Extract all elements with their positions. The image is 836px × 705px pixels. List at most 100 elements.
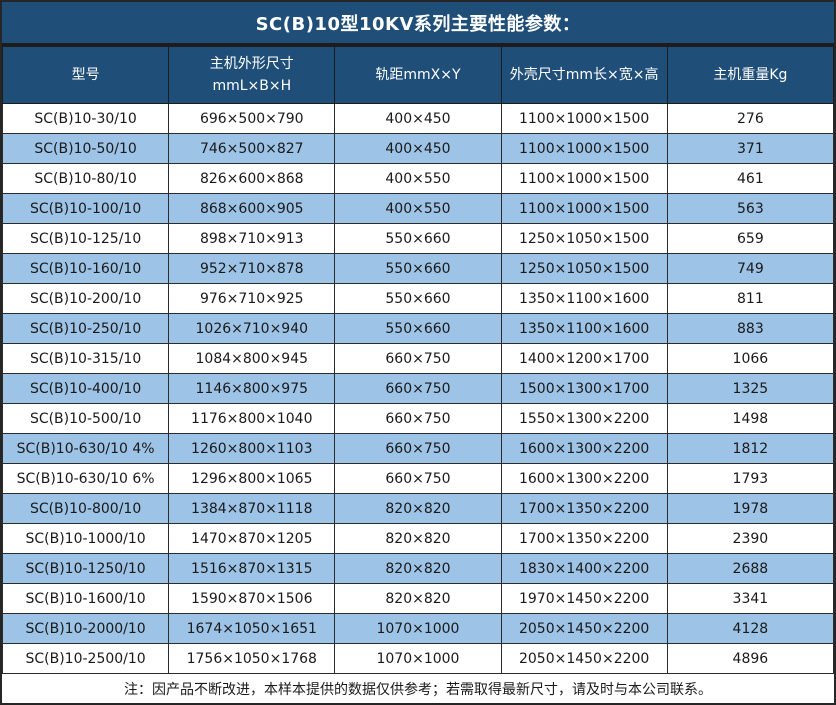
table-row: SC(B)10-400/10 1146×800×975 660×750 1500×13… [1, 373, 835, 404]
table-cell: 400×550 [334, 163, 502, 194]
table-cell: 749 [666, 253, 835, 284]
table-cell: 4128 [666, 613, 835, 644]
table-cell: 746×500×827 [168, 133, 336, 164]
table-cell: 400×550 [334, 193, 502, 224]
header-row: 型号 主机外形尺寸 mmL×B×H 轨距mmX×Y 外壳尺寸mm长×宽×高 主机重量Kg [1, 46, 835, 104]
table-cell: 1350×1100×1600 [500, 283, 668, 314]
table-cell: 1400×1200×1700 [500, 343, 668, 374]
footnote: 注：因产品不断改进，本样本提供的数据仅供参考；若需取得最新尺寸，请及时与本公司联… [2, 674, 834, 703]
table-cell: 1325 [666, 373, 835, 404]
table-cell: 1756×1050×1768 [168, 643, 336, 674]
spec-table: 型号 主机外形尺寸 mmL×B×H 轨距mmX×Y 外壳尺寸mm长×宽×高 主机重量Kg… [1, 46, 835, 674]
table-row: SC(B)10-30/10 696×500×790 400×450 1100×1000… [1, 103, 835, 134]
table-cell: 550×660 [334, 253, 502, 284]
table-cell: 4896 [666, 643, 835, 674]
table-cell: 1812 [666, 433, 835, 464]
table-cell: 660×750 [334, 433, 502, 464]
table-row: SC(B)10-630/10 4% 1260×800×1103 660×750 160… [1, 433, 835, 464]
table-row: SC(B)10-200/10 976×710×925 550×660 1350×110… [1, 283, 835, 314]
table-row: SC(B)10-1250/10 1516×870×1315 820×820 1830×… [1, 553, 835, 584]
table-cell: 550×660 [334, 313, 502, 344]
spec-table-body: SC(B)10-30/10 696×500×790 400×450 1100×1000… [1, 103, 835, 674]
table-cell: 2688 [666, 553, 835, 584]
table-cell: 1498 [666, 403, 835, 434]
table-cell: 3341 [666, 583, 835, 614]
table-cell: 1026×710×940 [168, 313, 336, 344]
table-cell: 660×750 [334, 343, 502, 374]
table-cell: 660×750 [334, 373, 502, 404]
table-cell: 820×820 [334, 583, 502, 614]
table-cell: 1070×1000 [334, 643, 502, 674]
table-cell: SC(B)10-800/10 [1, 493, 170, 524]
table-row: SC(B)10-1000/10 1470×870×1205 820×820 1700×… [1, 523, 835, 554]
table-cell: 898×710×913 [168, 223, 336, 254]
table-cell: 868×600×905 [168, 193, 336, 224]
table-cell: SC(B)10-2500/10 [1, 643, 170, 674]
table-cell: 1470×870×1205 [168, 523, 336, 554]
table-cell: 976×710×925 [168, 283, 336, 314]
table-cell: 461 [666, 163, 835, 194]
table-cell: SC(B)10-80/10 [1, 163, 170, 194]
table-row: SC(B)10-500/10 1176×800×1040 660×750 1550×1… [1, 403, 835, 434]
table-cell: 660×750 [334, 403, 502, 434]
table-cell: SC(B)10-630/10 4% [1, 433, 170, 464]
table-cell: 883 [666, 313, 835, 344]
table-cell: 276 [666, 103, 835, 134]
table-cell: 1260×800×1103 [168, 433, 336, 464]
table-cell: 563 [666, 193, 835, 224]
table-cell: SC(B)10-160/10 [1, 253, 170, 284]
table-row: SC(B)10-2000/10 1674×1050×1651 1070×1000 20… [1, 613, 835, 644]
table-cell: SC(B)10-315/10 [1, 343, 170, 374]
table-cell: SC(B)10-2000/10 [1, 613, 170, 644]
table-cell: 660×750 [334, 463, 502, 494]
table-row: SC(B)10-630/10 6% 1296×800×1065 660×750 160… [1, 463, 835, 494]
table-cell: SC(B)10-200/10 [1, 283, 170, 314]
table-cell: SC(B)10-1600/10 [1, 583, 170, 614]
table-cell: 371 [666, 133, 835, 164]
table-row: SC(B)10-160/10 952×710×878 550×660 1250×105… [1, 253, 835, 284]
table-row: SC(B)10-125/10 898×710×913 550×660 1250×105… [1, 223, 835, 254]
table-cell: 811 [666, 283, 835, 314]
table-cell: 1100×1000×1500 [500, 163, 668, 194]
table-row: SC(B)10-315/10 1084×800×945 660×750 1400×12… [1, 343, 835, 374]
table-cell: 1674×1050×1651 [168, 613, 336, 644]
table-row: SC(B)10-2500/10 1756×1050×1768 1070×1000 20… [1, 643, 835, 674]
table-cell: 1590×870×1506 [168, 583, 336, 614]
table-cell: SC(B)10-250/10 [1, 313, 170, 344]
table-cell: 659 [666, 223, 835, 254]
table-cell: 1100×1000×1500 [500, 103, 668, 134]
column-header-4: 主机重量Kg [666, 46, 835, 104]
table-cell: 1600×1300×2200 [500, 433, 668, 464]
table-cell: 1516×870×1315 [168, 553, 336, 584]
table-cell: 1978 [666, 493, 835, 524]
table-cell: 1100×1000×1500 [500, 133, 668, 164]
column-header-0: 型号 [1, 46, 170, 104]
table-cell: 1970×1450×2200 [500, 583, 668, 614]
table-cell: 1100×1000×1500 [500, 193, 668, 224]
table-row: SC(B)10-80/10 826×600×868 400×550 1100×1000… [1, 163, 835, 194]
table-cell: 696×500×790 [168, 103, 336, 134]
table-cell: 1600×1300×2200 [500, 463, 668, 494]
table-cell: SC(B)10-500/10 [1, 403, 170, 434]
table-row: SC(B)10-100/10 868×600×905 400×550 1100×100… [1, 193, 835, 224]
table-cell: SC(B)10-400/10 [1, 373, 170, 404]
table-cell: 2050×1450×2200 [500, 643, 668, 674]
table-cell: 952×710×878 [168, 253, 336, 284]
table-cell: SC(B)10-125/10 [1, 223, 170, 254]
table-cell: 826×600×868 [168, 163, 336, 194]
table-row: SC(B)10-250/10 1026×710×940 550×660 1350×11… [1, 313, 835, 344]
table-cell: SC(B)10-100/10 [1, 193, 170, 224]
table-cell: 1066 [666, 343, 835, 374]
table-cell: 820×820 [334, 553, 502, 584]
table-cell: 1250×1050×1500 [500, 253, 668, 284]
page-title: SC(B)10型10KV系列主要性能参数： [2, 2, 834, 46]
table-cell: 2390 [666, 523, 835, 554]
table-cell: 820×820 [334, 493, 502, 524]
table-cell: 1176×800×1040 [168, 403, 336, 434]
table-cell: SC(B)10-1250/10 [1, 553, 170, 584]
table-cell: 1793 [666, 463, 835, 494]
table-cell: 1296×800×1065 [168, 463, 336, 494]
column-header-1: 主机外形尺寸 mmL×B×H [168, 46, 336, 104]
table-cell: 1500×1300×1700 [500, 373, 668, 404]
